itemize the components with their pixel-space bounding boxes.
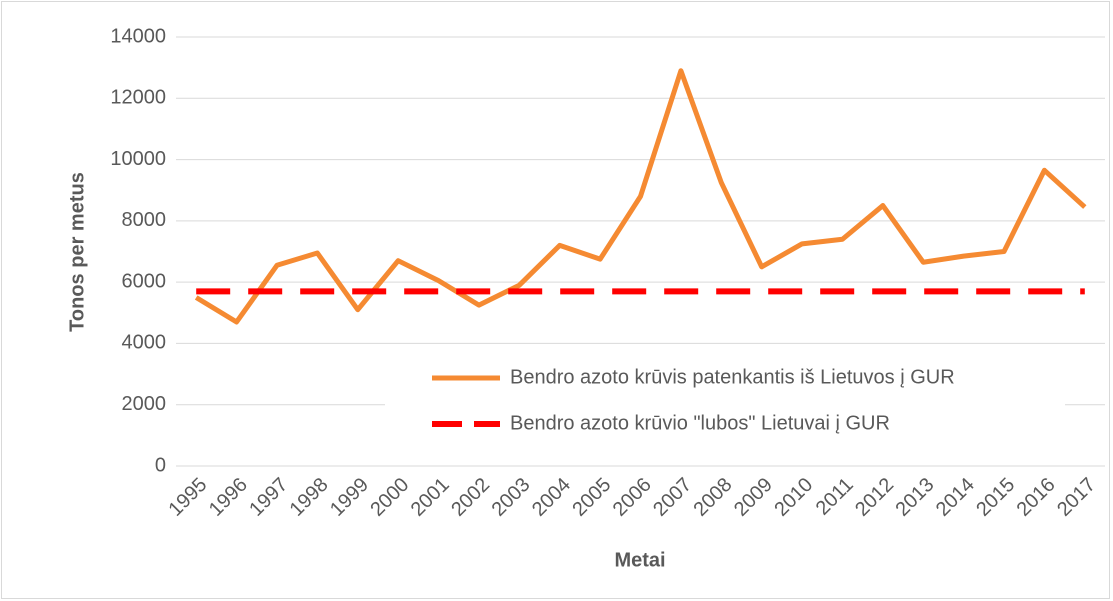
y-tick-label: 10000 [110,148,166,170]
y-tick-label: 0 [155,454,166,476]
x-axis-label: Metai [614,549,665,571]
legend-box [385,355,1065,445]
legend-label: Bendro azoto krūvio "lubos" Lietuvai į G… [510,412,890,434]
series-line [194,68,1087,325]
y-tick-label: 6000 [122,270,167,292]
y-tick-label: 4000 [122,332,167,354]
y-tick-label: 14000 [110,25,166,47]
y-tick-label: 12000 [110,87,166,109]
legend-label: Bendro azoto krūvis patenkantis iš Lietu… [510,366,955,388]
y-axis-label: Tonos per metus [66,172,88,332]
y-tick-label: 2000 [122,393,167,415]
y-tick-label: 8000 [122,209,167,231]
